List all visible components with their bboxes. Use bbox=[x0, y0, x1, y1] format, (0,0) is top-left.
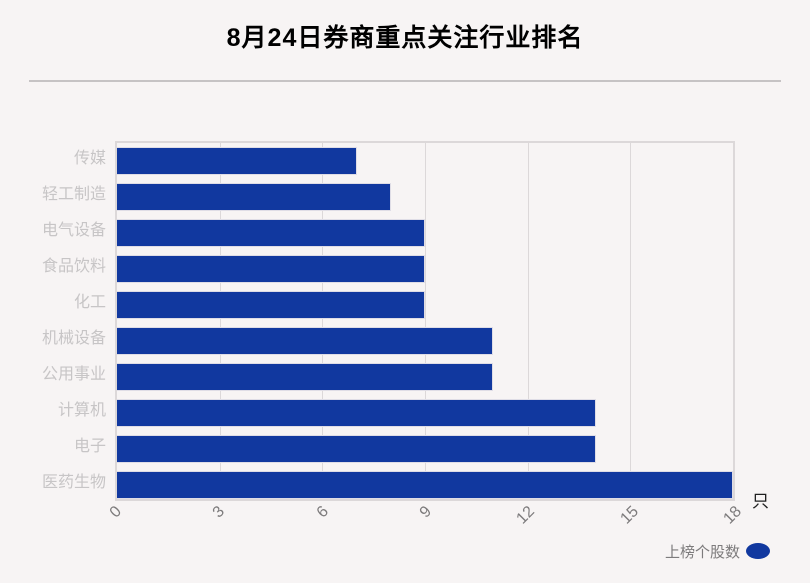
plot-area bbox=[115, 141, 735, 501]
x-tick-label-3: 3 bbox=[210, 503, 229, 522]
bar-row bbox=[117, 323, 733, 359]
gridline-x-12 bbox=[527, 143, 529, 499]
gridline-x-9 bbox=[425, 143, 426, 499]
bar-series bbox=[117, 143, 733, 503]
bar bbox=[117, 147, 357, 175]
x-axis-unit-label: 只 bbox=[752, 492, 769, 511]
bar-row bbox=[117, 395, 733, 431]
bar-row bbox=[117, 143, 733, 179]
y-axis-category-labels: 传媒轻工制造电气设备食品饮料化工机械设备公用事业计算机电子医药生物 bbox=[0, 141, 106, 501]
bar-row bbox=[117, 359, 733, 395]
category-label: 轻工制造 bbox=[41, 186, 106, 203]
gridline-x-15 bbox=[630, 143, 632, 499]
bar bbox=[117, 291, 425, 319]
bar-row bbox=[117, 179, 733, 215]
bar bbox=[117, 255, 425, 283]
category-label: 医药生物 bbox=[41, 474, 106, 491]
bar bbox=[117, 219, 425, 247]
x-tick-label-6: 6 bbox=[313, 503, 332, 522]
title-divider bbox=[29, 80, 781, 82]
gridline-x-3 bbox=[219, 143, 221, 499]
category-label: 化工 bbox=[73, 294, 106, 311]
x-tick-label-12: 12 bbox=[513, 503, 539, 528]
bar bbox=[117, 471, 733, 499]
gridline-x-6 bbox=[322, 143, 324, 499]
bar-row bbox=[117, 287, 733, 323]
category-label: 计算机 bbox=[57, 402, 106, 419]
legend: 上榜个股数 bbox=[0, 541, 770, 561]
bar-row bbox=[117, 431, 733, 467]
chart-title: 8月24日券商重点关注行业排名 bbox=[226, 24, 584, 52]
x-tick-label-18: 18 bbox=[720, 503, 746, 528]
category-label: 食品饮料 bbox=[41, 258, 106, 275]
bar-row bbox=[117, 215, 733, 251]
bar bbox=[117, 399, 597, 427]
category-label: 机械设备 bbox=[41, 330, 106, 347]
category-label: 传媒 bbox=[73, 150, 106, 167]
bar-row bbox=[117, 251, 733, 287]
x-tick-label-15: 15 bbox=[617, 503, 642, 528]
category-label: 电子 bbox=[73, 438, 106, 455]
category-label: 公用事业 bbox=[41, 366, 106, 383]
bar bbox=[117, 363, 494, 391]
x-tick-label-0: 0 bbox=[106, 503, 126, 522]
category-label: 电气设备 bbox=[41, 222, 106, 239]
bar bbox=[117, 435, 597, 463]
bar-row bbox=[117, 467, 733, 503]
bar bbox=[117, 183, 391, 211]
legend-label: 上榜个股数 bbox=[664, 543, 740, 561]
bar bbox=[117, 327, 494, 355]
legend-marker-icon bbox=[746, 543, 770, 559]
x-tick-label-9: 9 bbox=[416, 503, 436, 522]
